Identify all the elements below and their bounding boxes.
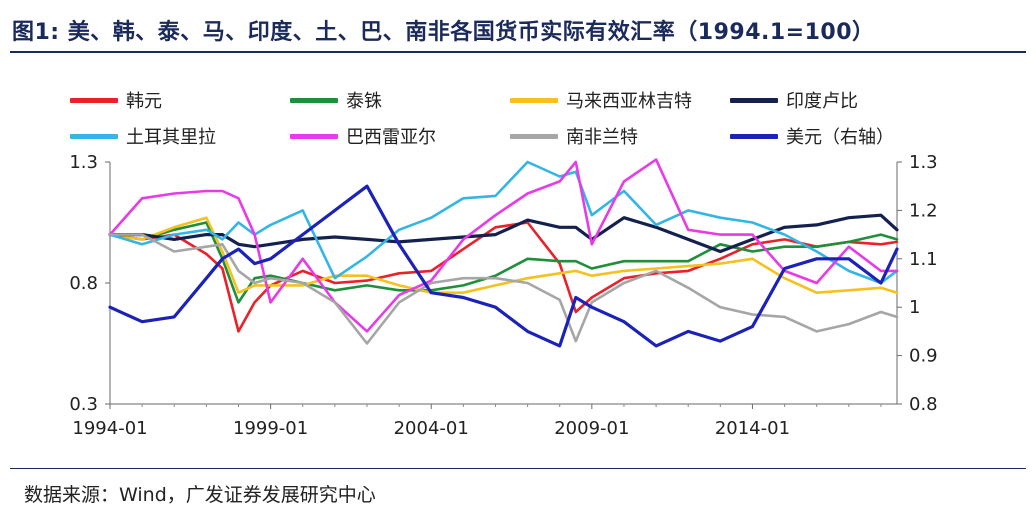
legend-swatch-brazil: [290, 133, 338, 139]
legend-item-southafrica: 南非兰特: [510, 124, 638, 148]
series-line-korea: [108, 221, 899, 333]
x-tick-label: 2014-01: [715, 418, 790, 439]
legend-swatch-usd: [730, 133, 778, 139]
series-line-brazil: [108, 158, 899, 333]
legend-item-brazil: 巴西雷亚尔: [290, 124, 436, 148]
chart-title: 图1: 美、韩、泰、马、印度、土、巴、南非各国货币实际有效汇率（1994.1=1…: [12, 20, 875, 45]
y-right-tick-label: 1: [909, 297, 920, 318]
legend-label-brazil: 巴西雷亚尔: [346, 127, 436, 148]
x-tick-label: 1994-01: [72, 418, 147, 439]
y-right-tick-label: 1.2: [909, 200, 938, 221]
legend-swatch-korea: [70, 97, 118, 103]
series-group: [108, 158, 899, 348]
y-left-tick-label: 0.3: [69, 394, 98, 415]
source-note: 数据来源：Wind，广发证券发展研究中心: [24, 484, 376, 506]
legend-item-malaysia: 马来西亚林吉特: [510, 88, 692, 112]
legend-item-thailand: 泰铢: [290, 88, 382, 112]
legend: 韩元 泰铢 马来西亚林吉特 印度卢比 土耳其里拉 巴西雷亚尔 南非兰特 美元（右…: [0, 0, 1036, 160]
legend-label-korea: 韩元: [126, 91, 162, 112]
legend-label-thailand: 泰铢: [346, 91, 382, 112]
series-line-southafrica: [108, 233, 899, 345]
title-rule: [10, 51, 1026, 53]
legend-label-southafrica: 南非兰特: [566, 127, 638, 148]
legend-item-korea: 韩元: [70, 88, 162, 112]
legend-item-india: 印度卢比: [730, 88, 858, 112]
legend-swatch-thailand: [290, 97, 338, 103]
legend-swatch-india: [730, 97, 778, 103]
legend-label-india: 印度卢比: [786, 91, 858, 112]
series-line-thailand: [108, 221, 899, 304]
series-line-turkey: [108, 160, 899, 285]
y-right-tick-label: 1.1: [909, 249, 938, 270]
y-left-tick-label: 1.3: [69, 152, 98, 173]
legend-swatch-malaysia: [510, 97, 558, 103]
y-right-tick-label: 0.9: [909, 346, 938, 367]
legend-swatch-turkey: [70, 133, 118, 139]
legend-swatch-southafrica: [510, 133, 558, 139]
legend-label-malaysia: 马来西亚林吉特: [566, 91, 692, 112]
x-tick-label: 2004-01: [394, 418, 469, 439]
series-line-usd: [108, 184, 899, 348]
series-line-india: [108, 213, 899, 254]
legend-label-turkey: 土耳其里拉: [126, 127, 216, 148]
source-rule: [10, 468, 1026, 469]
y-left-tick-label: 0.8: [69, 273, 98, 294]
y-right-tick-label: 0.8: [909, 394, 938, 415]
x-tick-label: 1999-01: [233, 418, 308, 439]
legend-item-turkey: 土耳其里拉: [70, 124, 216, 148]
y-right-tick-label: 1.3: [909, 152, 938, 173]
legend-label-usd: 美元（右轴）: [786, 127, 894, 148]
legend-item-usd: 美元（右轴）: [730, 124, 894, 148]
series-line-malaysia: [108, 216, 899, 295]
x-tick-label: 2009-01: [554, 418, 629, 439]
